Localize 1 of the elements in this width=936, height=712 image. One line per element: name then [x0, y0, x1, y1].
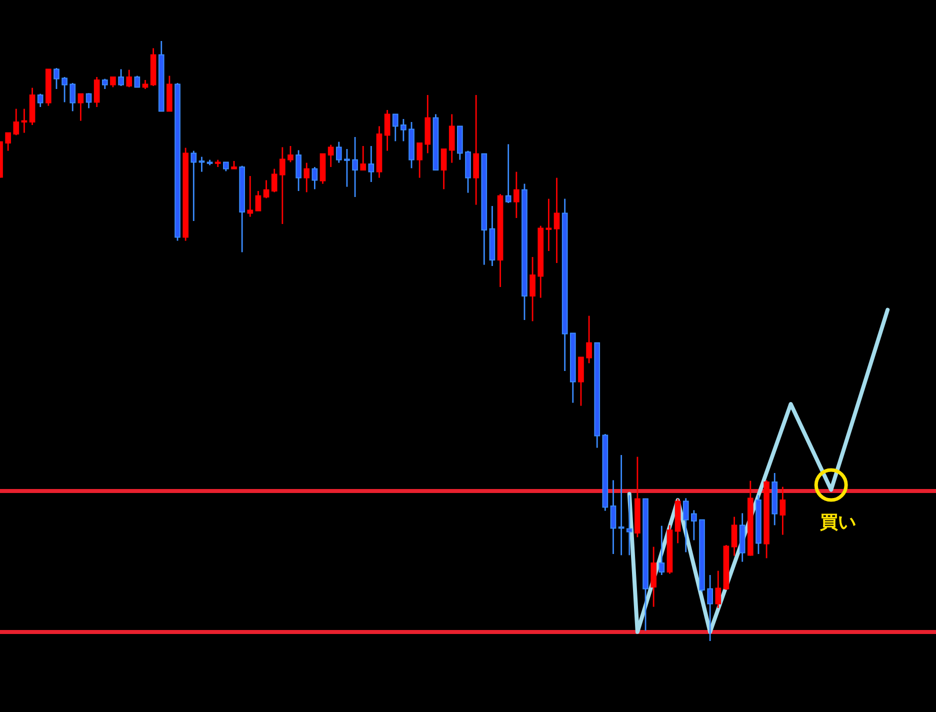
- annotation: 買い: [819, 512, 856, 533]
